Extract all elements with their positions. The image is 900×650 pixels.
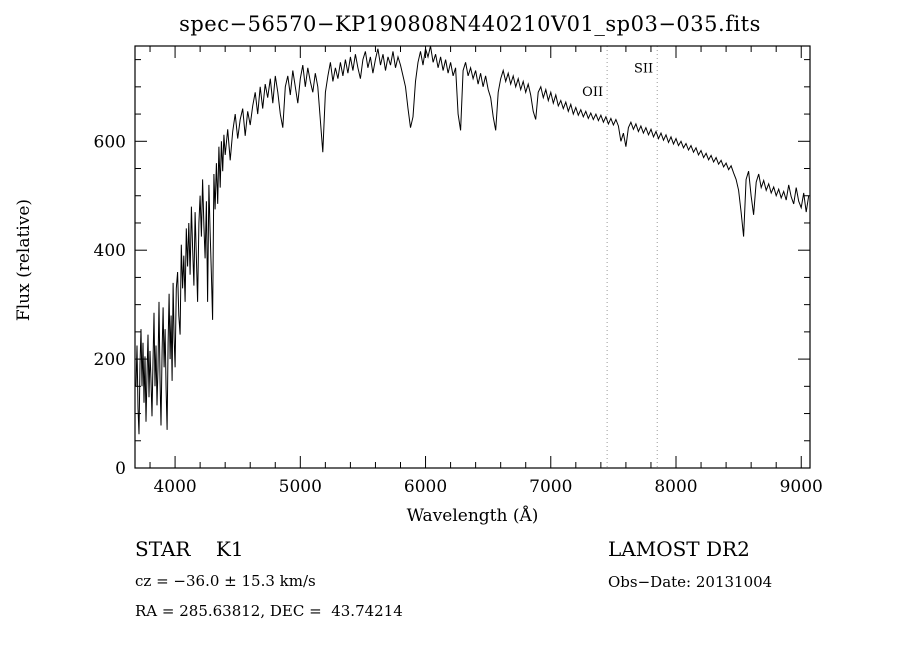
x-tick-label: 4000 bbox=[153, 477, 196, 497]
y-tick-label: 200 bbox=[94, 350, 126, 370]
plot-title: spec−56570−KP190808N440210V01_sp03−035.f… bbox=[179, 12, 761, 36]
x-tick-label: 7000 bbox=[529, 477, 572, 497]
cz-value: cz = −36.0 ± 15.3 km/s bbox=[135, 572, 316, 590]
x-axis-label: Wavelength (Å) bbox=[406, 506, 539, 526]
x-tick-label: 8000 bbox=[654, 477, 697, 497]
y-tick-label: 600 bbox=[94, 132, 126, 152]
x-tick-label: 9000 bbox=[780, 477, 823, 497]
obs-date: Obs−Date: 20131004 bbox=[608, 573, 773, 591]
y-tick-label: 0 bbox=[115, 459, 126, 479]
y-tick-label: 400 bbox=[94, 241, 126, 261]
x-tick-label: 6000 bbox=[404, 477, 447, 497]
line-label-SII: SII bbox=[634, 62, 653, 77]
object-class-label: STAR K1 bbox=[135, 537, 244, 561]
y-axis-label: Flux (relative) bbox=[14, 198, 34, 322]
survey-label: LAMOST DR2 bbox=[608, 537, 750, 561]
x-tick-label: 5000 bbox=[279, 477, 322, 497]
line-label-OII: OII bbox=[582, 85, 603, 100]
ra-dec-value: RA = 285.63812, DEC = 43.74214 bbox=[135, 602, 403, 620]
